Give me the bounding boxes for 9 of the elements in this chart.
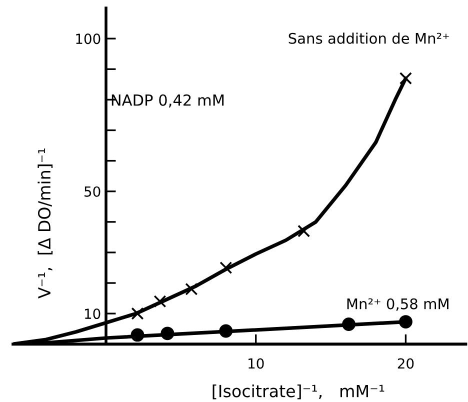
annotation: Sans addition de Mn²⁺ [288, 32, 449, 44]
y-tick-label: 10 [85, 308, 100, 320]
x-tick-label: 20 [398, 358, 414, 369]
annotation: NADP 0,42 mM [112, 94, 224, 108]
y-tick-label: 50 [84, 186, 100, 197]
y-axis-title: V⁻¹, [Δ DO/min]⁻¹ [38, 148, 53, 298]
x-axis-title: [Isocitrate]⁻¹, mM⁻¹ [212, 384, 384, 400]
annotation: Mn²⁺ 0,58 mM [347, 298, 448, 311]
y-tick-label: 100 [76, 34, 100, 44]
